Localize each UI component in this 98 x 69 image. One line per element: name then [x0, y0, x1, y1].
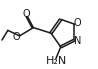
Text: O: O [13, 32, 20, 42]
Text: N: N [74, 36, 81, 46]
Text: O: O [23, 9, 30, 19]
Text: H₂N: H₂N [46, 56, 67, 66]
Text: O: O [74, 18, 81, 28]
